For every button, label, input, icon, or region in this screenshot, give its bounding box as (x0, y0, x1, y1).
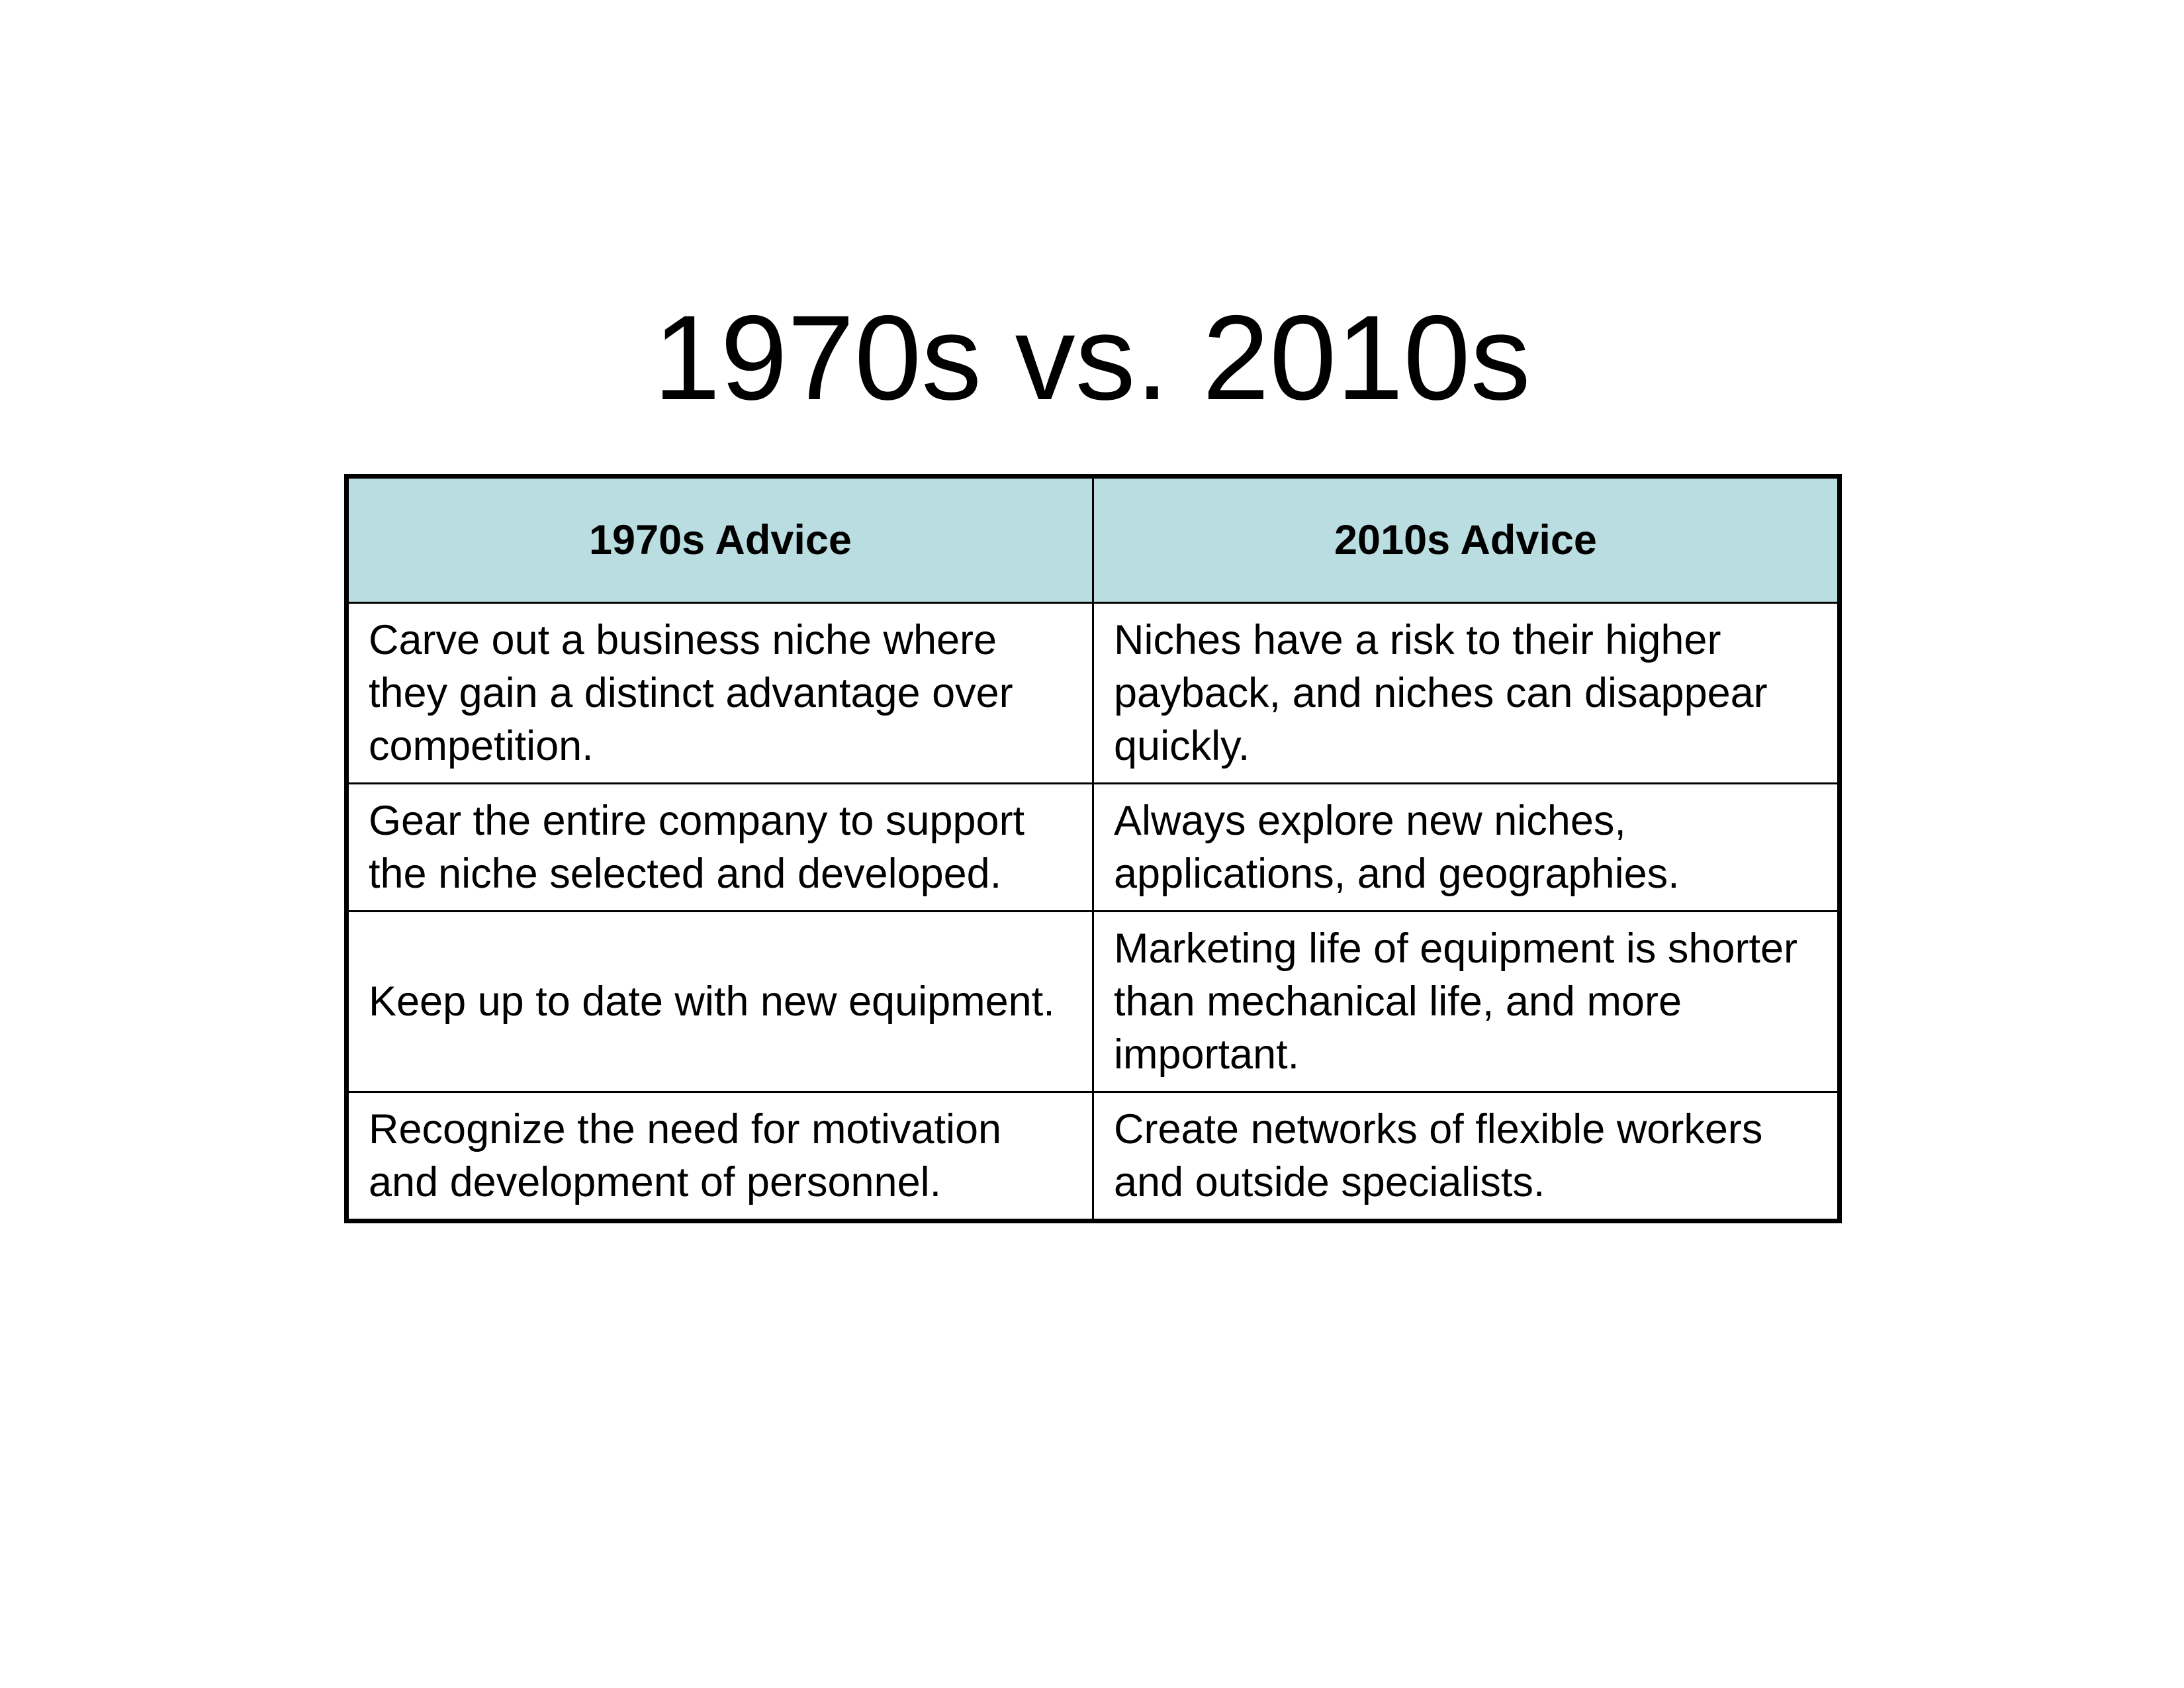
table-cell: Always explore new niches, applications,… (1092, 782, 1841, 912)
slide-title: 1970s vs. 2010s (653, 290, 1531, 425)
table-cell: Gear the entire company to support the n… (345, 782, 1094, 912)
comparison-table: 1970s Advice 2010s Advice Carve out a bus… (344, 474, 1842, 1223)
table-body: Carve out a business niche where they ga… (345, 602, 1841, 1222)
table-cell: Keep up to date with new equipment. (345, 910, 1094, 1093)
table-cell: Carve out a business niche where they ga… (345, 602, 1094, 784)
table-cell: Marketing life of equipment is shorter t… (1092, 910, 1841, 1093)
header-row: 1970s Advice 2010s Advice (345, 475, 1841, 604)
table-row: Gear the entire company to support the n… (345, 782, 1841, 912)
header-cell: 1970s Advice (345, 475, 1094, 604)
table-row: Recognize the need for motivation and de… (345, 1091, 1841, 1222)
table-cell: Create networks of flexible workers and … (1092, 1091, 1841, 1222)
table-cell: Niches have a risk to their higher payba… (1092, 602, 1841, 784)
table-cell: Recognize the need for motivation and de… (345, 1091, 1094, 1222)
header-cell: 2010s Advice (1092, 475, 1841, 604)
table-row: Keep up to date with new equipment. Marke… (345, 910, 1841, 1093)
table-row: Carve out a business niche where they ga… (345, 602, 1841, 784)
